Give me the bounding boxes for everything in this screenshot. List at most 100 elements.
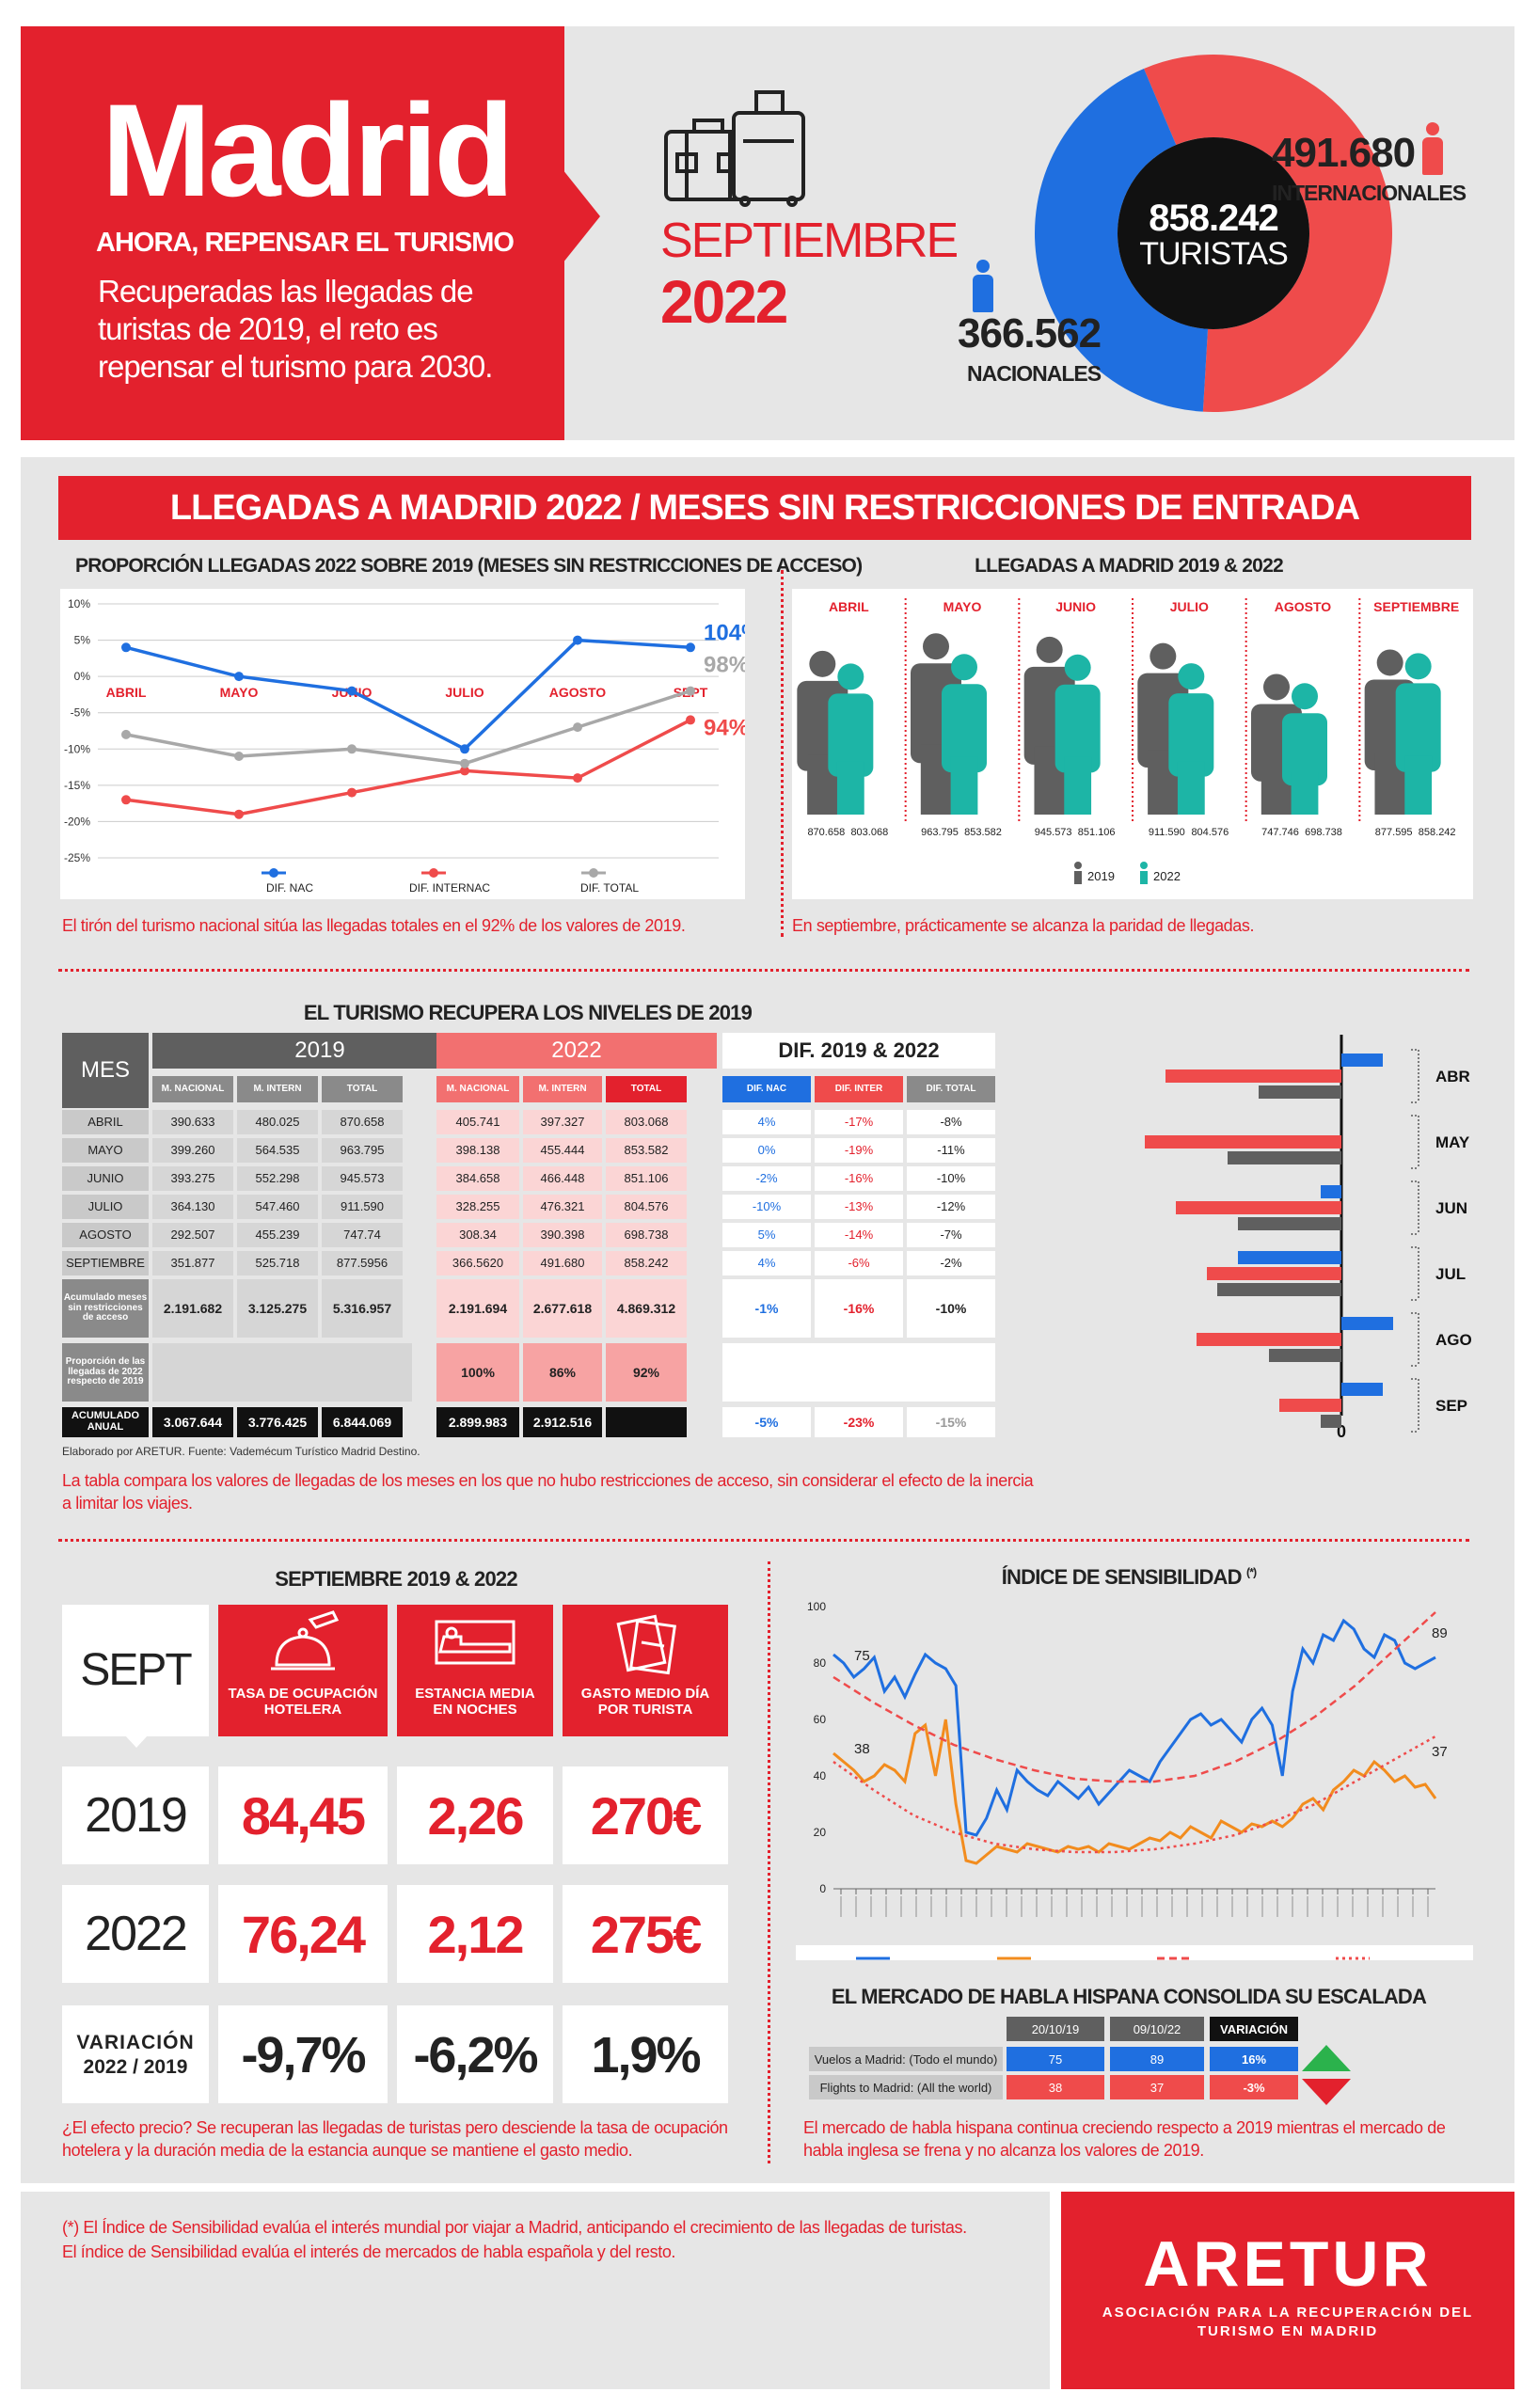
hbar-bar <box>1207 1267 1341 1280</box>
footer-note1: (*) El Índice de Sensibilidad evalúa el … <box>62 2218 967 2237</box>
table-cell: 698.738 <box>606 1223 687 1247</box>
chart2-value-label: 803.068 <box>850 827 888 838</box>
row2022-year-card <box>62 1885 209 1983</box>
sens-xtick-label-mark <box>1397 1896 1399 1917</box>
chart1-legend-dot <box>589 868 598 878</box>
sens-title-mark: (*) <box>1246 1565 1257 1579</box>
chart2-person-head <box>1036 636 1063 663</box>
donut-center: 858.242 TURISTAS <box>1119 198 1308 273</box>
chart1-point <box>460 758 469 768</box>
sens-xtick-label-mark <box>1186 1896 1188 1917</box>
section-divider-1 <box>58 969 1469 972</box>
table-cell: -2% <box>722 1166 811 1191</box>
sept-title: SEPTIEMBRE 2019 & 2022 <box>275 1567 517 1591</box>
nac-value: 366.562 <box>958 310 1102 356</box>
hbar-bar <box>1321 1415 1341 1428</box>
table-cell: 390.398 <box>523 1223 602 1247</box>
table-cell: 877.5956 <box>322 1251 403 1275</box>
card-sept-header <box>62 1605 209 1736</box>
chart1-ytick: 10% <box>68 597 90 610</box>
chart1-category-label: JULIO <box>445 685 484 700</box>
td-anual-label: ACUMULADO ANUAL <box>62 1407 149 1437</box>
card-h1-label: TASA DE OCUPACIÓN HOTELERA <box>228 1686 378 1718</box>
chart2-value-label: 853.582 <box>964 827 1002 838</box>
chart2-legend-icon <box>1074 862 1082 869</box>
arrivals-bar-chart: ABRIL 870.658 803.068 MAYO 963.795 853.582 JUN… <box>792 589 1473 899</box>
chart1-ytick: -5% <box>71 706 91 720</box>
sens-xtick-label-mark <box>930 1896 932 1917</box>
row2022-year: 2022 <box>85 1907 188 1961</box>
table-cell-anual: -15% <box>907 1407 995 1437</box>
hisp-cell: 38 <box>1007 2075 1104 2099</box>
rowvar-c1: -9,7% <box>241 2027 366 2083</box>
sens-xtick-label-mark <box>1337 1896 1339 1917</box>
hbar-category-label: AGO <box>1435 1331 1472 1349</box>
sens-xtick-label-mark <box>1382 1896 1384 1917</box>
row2019-c1: 84,45 <box>241 1786 366 1846</box>
intl-value: 491.680 <box>1272 130 1416 176</box>
sens-xtick-label-mark <box>1201 1896 1203 1917</box>
chart2-person-head <box>1064 654 1091 681</box>
chart1-point <box>347 744 357 754</box>
sens-series-line <box>832 1618 1436 1837</box>
chart1-category-label: ABRIL <box>106 685 147 700</box>
chart2-legend-label: 2022 <box>1153 869 1181 883</box>
table-cell: 945.573 <box>322 1166 403 1191</box>
sens-xtick-label-mark <box>1051 1896 1053 1917</box>
chart1-end-label: 98% <box>704 653 745 678</box>
table-cell-acum: -16% <box>815 1279 903 1338</box>
chart2-person-body <box>1282 713 1327 786</box>
table-cell-acum: -1% <box>722 1279 811 1338</box>
table-cell-anual: 2.912.516 <box>523 1407 602 1437</box>
chart2-person-legs <box>836 761 864 815</box>
table-cell: -10% <box>907 1166 995 1191</box>
hbar-bar <box>1259 1085 1341 1099</box>
sens-ytick: 80 <box>814 1656 827 1670</box>
sens-xtick-label-mark <box>945 1896 947 1917</box>
chart2-value-label: 858.242 <box>1419 827 1456 838</box>
table-cell-anual: 6.844.069 <box>322 1407 403 1437</box>
chart2-person-body <box>828 693 874 777</box>
hero-arrow <box>563 169 600 263</box>
hisp-col-header: 20/10/19 <box>1007 2017 1104 2041</box>
aretur-logo: ARETUR <box>1143 2228 1433 2300</box>
table-cell: 547.460 <box>237 1195 318 1219</box>
chart1-category-label: AGOSTO <box>549 685 607 700</box>
table-cell: 399.260 <box>152 1138 233 1163</box>
card-sept-pointer <box>124 1735 149 1748</box>
table-cell: 398.138 <box>436 1138 519 1163</box>
chart1-caption: El tirón del turismo nacional sitúa las … <box>62 916 686 935</box>
chart2-person-head <box>1292 683 1318 710</box>
chart2-person-bar <box>828 663 874 815</box>
hisp-cell: 89 <box>1110 2047 1204 2071</box>
row2019-c2-card <box>397 1766 553 1864</box>
sens-xtick-label-mark <box>1171 1896 1173 1917</box>
chart2-person-head <box>1263 673 1290 701</box>
chart2-value-label: 870.658 <box>807 827 845 838</box>
hisp-row-label: Flights to Madrid: (All the world) <box>809 2075 1003 2099</box>
row2019-year-card <box>62 1766 209 1864</box>
table-cell: -19% <box>815 1138 903 1163</box>
tourism-table: MES 2019 2022 DIF. 2019 & 2022 M. NACIONAL M.… <box>62 1033 995 1441</box>
row2022-c3: 275€ <box>590 1905 703 1964</box>
chart1-ytick: -15% <box>64 779 90 792</box>
table-cell: 552.298 <box>237 1166 318 1191</box>
chart1-point <box>573 635 582 645</box>
chart1-point <box>121 729 131 739</box>
bed-icon <box>435 1620 515 1665</box>
sens-xtick-label-mark <box>1066 1896 1068 1917</box>
table-cell: 4% <box>722 1110 811 1134</box>
chart2-person-head <box>951 654 977 681</box>
sens-annotation: 37 <box>1432 1744 1448 1760</box>
chart1-category-label: MAYO <box>220 685 259 700</box>
table-cell: 4% <box>722 1251 811 1275</box>
rowvar-c2-card <box>397 2005 553 2103</box>
sens-annotation: 75 <box>854 1648 870 1664</box>
sens-xtick-label-mark <box>1141 1896 1143 1917</box>
th-mes: MES <box>62 1033 149 1108</box>
hbar-bar <box>1279 1399 1341 1412</box>
th-sub: M. INTERN <box>523 1076 602 1102</box>
sens-xtick-label-mark <box>1036 1896 1038 1917</box>
td-acum-label: Acumulado meses sin restricciones de acc… <box>62 1279 149 1338</box>
chart2-person-bar <box>942 654 987 815</box>
